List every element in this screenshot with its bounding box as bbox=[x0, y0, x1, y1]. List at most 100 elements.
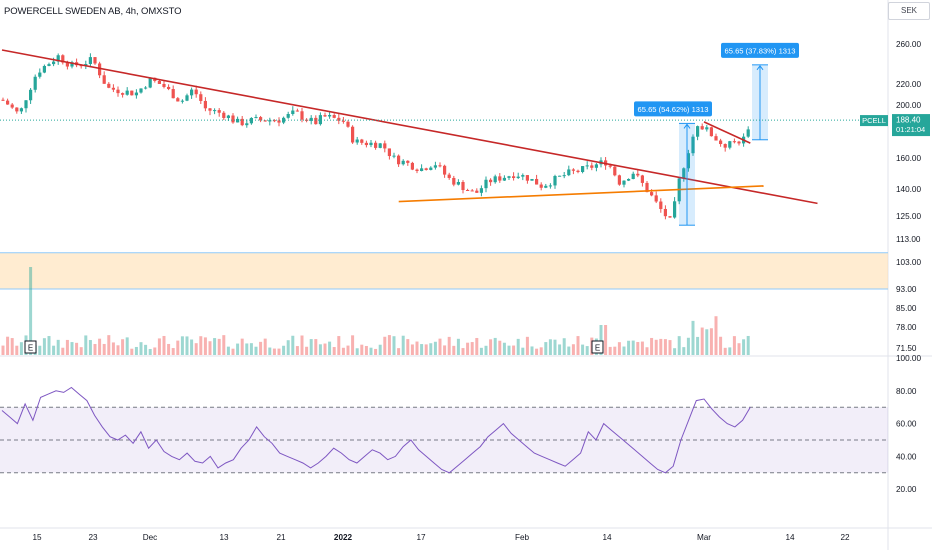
candle-body bbox=[222, 112, 226, 118]
candle-body bbox=[636, 173, 640, 176]
volume-bar bbox=[61, 347, 65, 355]
candle-body bbox=[268, 120, 272, 122]
volume-bar bbox=[139, 342, 143, 355]
candle-body bbox=[498, 176, 502, 181]
symbol-tag bbox=[860, 115, 888, 127]
candle-body bbox=[176, 98, 180, 102]
price-tick-label: 85.00 bbox=[896, 304, 917, 313]
candle-body bbox=[203, 100, 207, 109]
time-tick-label: 15 bbox=[32, 533, 42, 542]
volume-bar bbox=[314, 339, 318, 355]
candle-body bbox=[613, 166, 617, 176]
volume-bar bbox=[84, 335, 88, 355]
volume-bar bbox=[268, 347, 272, 355]
volume-bar bbox=[180, 336, 184, 355]
rsi-line bbox=[1, 386, 751, 474]
candle-body bbox=[286, 114, 290, 118]
rsi-tick-label: 40.00 bbox=[896, 452, 917, 461]
volume-bar bbox=[746, 335, 750, 355]
volume-bar bbox=[410, 344, 414, 355]
candle-body bbox=[535, 178, 539, 185]
candle-body bbox=[318, 115, 322, 125]
volume-bar bbox=[286, 340, 290, 355]
volume-bar bbox=[70, 342, 74, 355]
candle-body bbox=[466, 190, 470, 192]
volume-bar bbox=[663, 339, 667, 355]
candle-body bbox=[332, 115, 336, 118]
volume-bar bbox=[176, 340, 180, 355]
volume-bar bbox=[93, 343, 97, 355]
candle-body bbox=[548, 185, 552, 187]
candle-body bbox=[226, 115, 230, 118]
volume-bar bbox=[617, 342, 621, 355]
volume-bar bbox=[599, 325, 603, 355]
time-tick-label: Mar bbox=[697, 533, 711, 542]
volume-bar bbox=[217, 338, 221, 355]
price-range-label-bg bbox=[721, 42, 799, 58]
volume-bar bbox=[272, 348, 276, 355]
candle-body bbox=[374, 142, 378, 148]
price-tick-label: 140.00 bbox=[896, 185, 921, 194]
volume-bar bbox=[194, 343, 198, 355]
candle-body bbox=[102, 75, 106, 84]
candle-body bbox=[19, 108, 23, 112]
candle-body bbox=[139, 88, 143, 93]
candle-body bbox=[484, 179, 488, 189]
earnings-marker bbox=[24, 340, 37, 354]
volume-bar bbox=[447, 336, 451, 355]
candle-body bbox=[364, 142, 368, 146]
candle-body bbox=[185, 95, 189, 101]
candle-body bbox=[521, 175, 525, 177]
volume-bar bbox=[608, 346, 612, 355]
candle-body bbox=[190, 89, 194, 96]
time-tick-label: 23 bbox=[88, 533, 98, 542]
volume-bar bbox=[208, 341, 212, 355]
volume-bar bbox=[640, 341, 644, 355]
volume-bar bbox=[475, 337, 479, 355]
price-tick-label: 93.00 bbox=[896, 285, 917, 294]
volume-bar bbox=[719, 336, 723, 355]
volume-bar bbox=[456, 338, 460, 355]
candle-body bbox=[732, 141, 736, 143]
volume-bar bbox=[134, 346, 138, 355]
candle-body bbox=[581, 166, 585, 172]
candle-body bbox=[180, 100, 184, 102]
volume-bar bbox=[397, 348, 401, 355]
volume-bar bbox=[157, 338, 161, 355]
volume-bar bbox=[332, 347, 336, 355]
volume-bar bbox=[6, 336, 10, 355]
volume-bar bbox=[535, 348, 539, 355]
candle-body bbox=[489, 179, 493, 183]
candle-body bbox=[231, 115, 235, 123]
volume-bar bbox=[709, 328, 713, 355]
candle-body bbox=[443, 165, 447, 175]
candle-body bbox=[576, 170, 580, 172]
volume-bar bbox=[171, 348, 175, 355]
volume-bar bbox=[732, 336, 736, 355]
volume-bar bbox=[525, 336, 529, 355]
candle-body bbox=[470, 190, 474, 192]
price-tick-label: 260.00 bbox=[896, 40, 921, 49]
rsi-tick-label: 20.00 bbox=[896, 485, 917, 494]
candle-body bbox=[438, 165, 442, 167]
price-range-label-bg bbox=[634, 101, 712, 117]
time-tick-label: Dec bbox=[143, 533, 158, 542]
rsi-tick-label: 80.00 bbox=[896, 387, 917, 396]
trendline-support bbox=[398, 185, 764, 203]
volume-bar bbox=[470, 342, 474, 355]
last-price-tag bbox=[892, 114, 930, 137]
earnings-marker-label: E bbox=[595, 344, 600, 353]
volume-bar bbox=[291, 335, 295, 355]
symbol-tag-label: PCELL bbox=[862, 116, 886, 125]
candle-body bbox=[645, 182, 649, 193]
volume-bar bbox=[378, 344, 382, 355]
volume-bar bbox=[677, 336, 681, 355]
candle-body bbox=[337, 117, 341, 121]
candle-body bbox=[291, 110, 295, 115]
candle-body bbox=[686, 153, 690, 169]
currency-button[interactable]: SEK bbox=[888, 2, 930, 20]
volume-bar bbox=[401, 335, 405, 355]
candle-body bbox=[668, 216, 672, 218]
candle-body bbox=[249, 117, 253, 124]
